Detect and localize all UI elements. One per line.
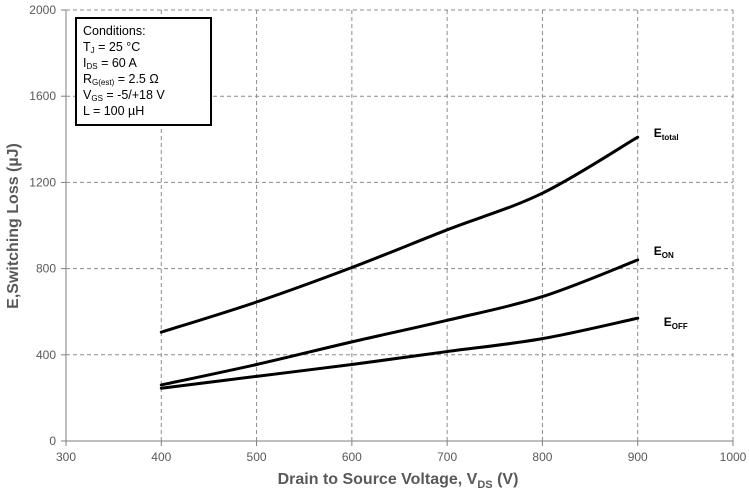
conditions-legend: Conditions: TJ = 25 °C IDS = 60 A RG(est… <box>75 17 212 126</box>
x-axis-title: Drain to Source Voltage, VDS (V) <box>278 471 519 491</box>
series-line-e-off <box>159 316 640 390</box>
series-labels: Etotal EON EOFF <box>654 126 688 331</box>
condition-tj: TJ = 25 °C <box>83 40 141 55</box>
condition-rg: RG(est) = 2.5 Ω <box>83 72 159 87</box>
conditions-title: Conditions: <box>83 24 146 38</box>
series-lines <box>159 135 640 390</box>
condition-ids: IDS = 60 A <box>83 56 137 71</box>
x-tick-label-300: 300 <box>56 450 76 464</box>
y-tick-label-400: 400 <box>36 348 56 362</box>
y-axis-title: E,Switching Loss (µJ) <box>5 143 22 309</box>
condition-vgs: VGS = -5/+18 V <box>83 88 165 103</box>
series-line-e-total <box>159 135 640 334</box>
x-tick-label-800: 800 <box>532 450 552 464</box>
condition-l: L = 100 µH <box>83 104 145 118</box>
axes <box>61 9 734 446</box>
x-tick-label-1000: 1000 <box>720 450 747 464</box>
y-tick-label-1200: 1200 <box>29 175 56 189</box>
y-tick-label-0: 0 <box>49 434 56 448</box>
grid-lines <box>66 9 734 441</box>
x-tick-label-400: 400 <box>151 450 171 464</box>
tick-labels: 0 400 800 1200 1600 2000 300 400 500 600 700 800 900… <box>29 3 746 464</box>
series-label-e-total: Etotal <box>654 126 679 142</box>
y-tick-label-800: 800 <box>36 262 56 276</box>
series-line-e-on <box>159 258 640 387</box>
x-tick-label-600: 600 <box>342 450 362 464</box>
x-tick-label-700: 700 <box>437 450 457 464</box>
x-tick-label-500: 500 <box>247 450 267 464</box>
x-tick-label-900: 900 <box>628 450 648 464</box>
series-label-e-on: EON <box>654 244 674 260</box>
y-tick-label-2000: 2000 <box>29 3 56 17</box>
y-tick-label-1600: 1600 <box>29 89 56 103</box>
series-label-e-off: EOFF <box>664 315 688 331</box>
